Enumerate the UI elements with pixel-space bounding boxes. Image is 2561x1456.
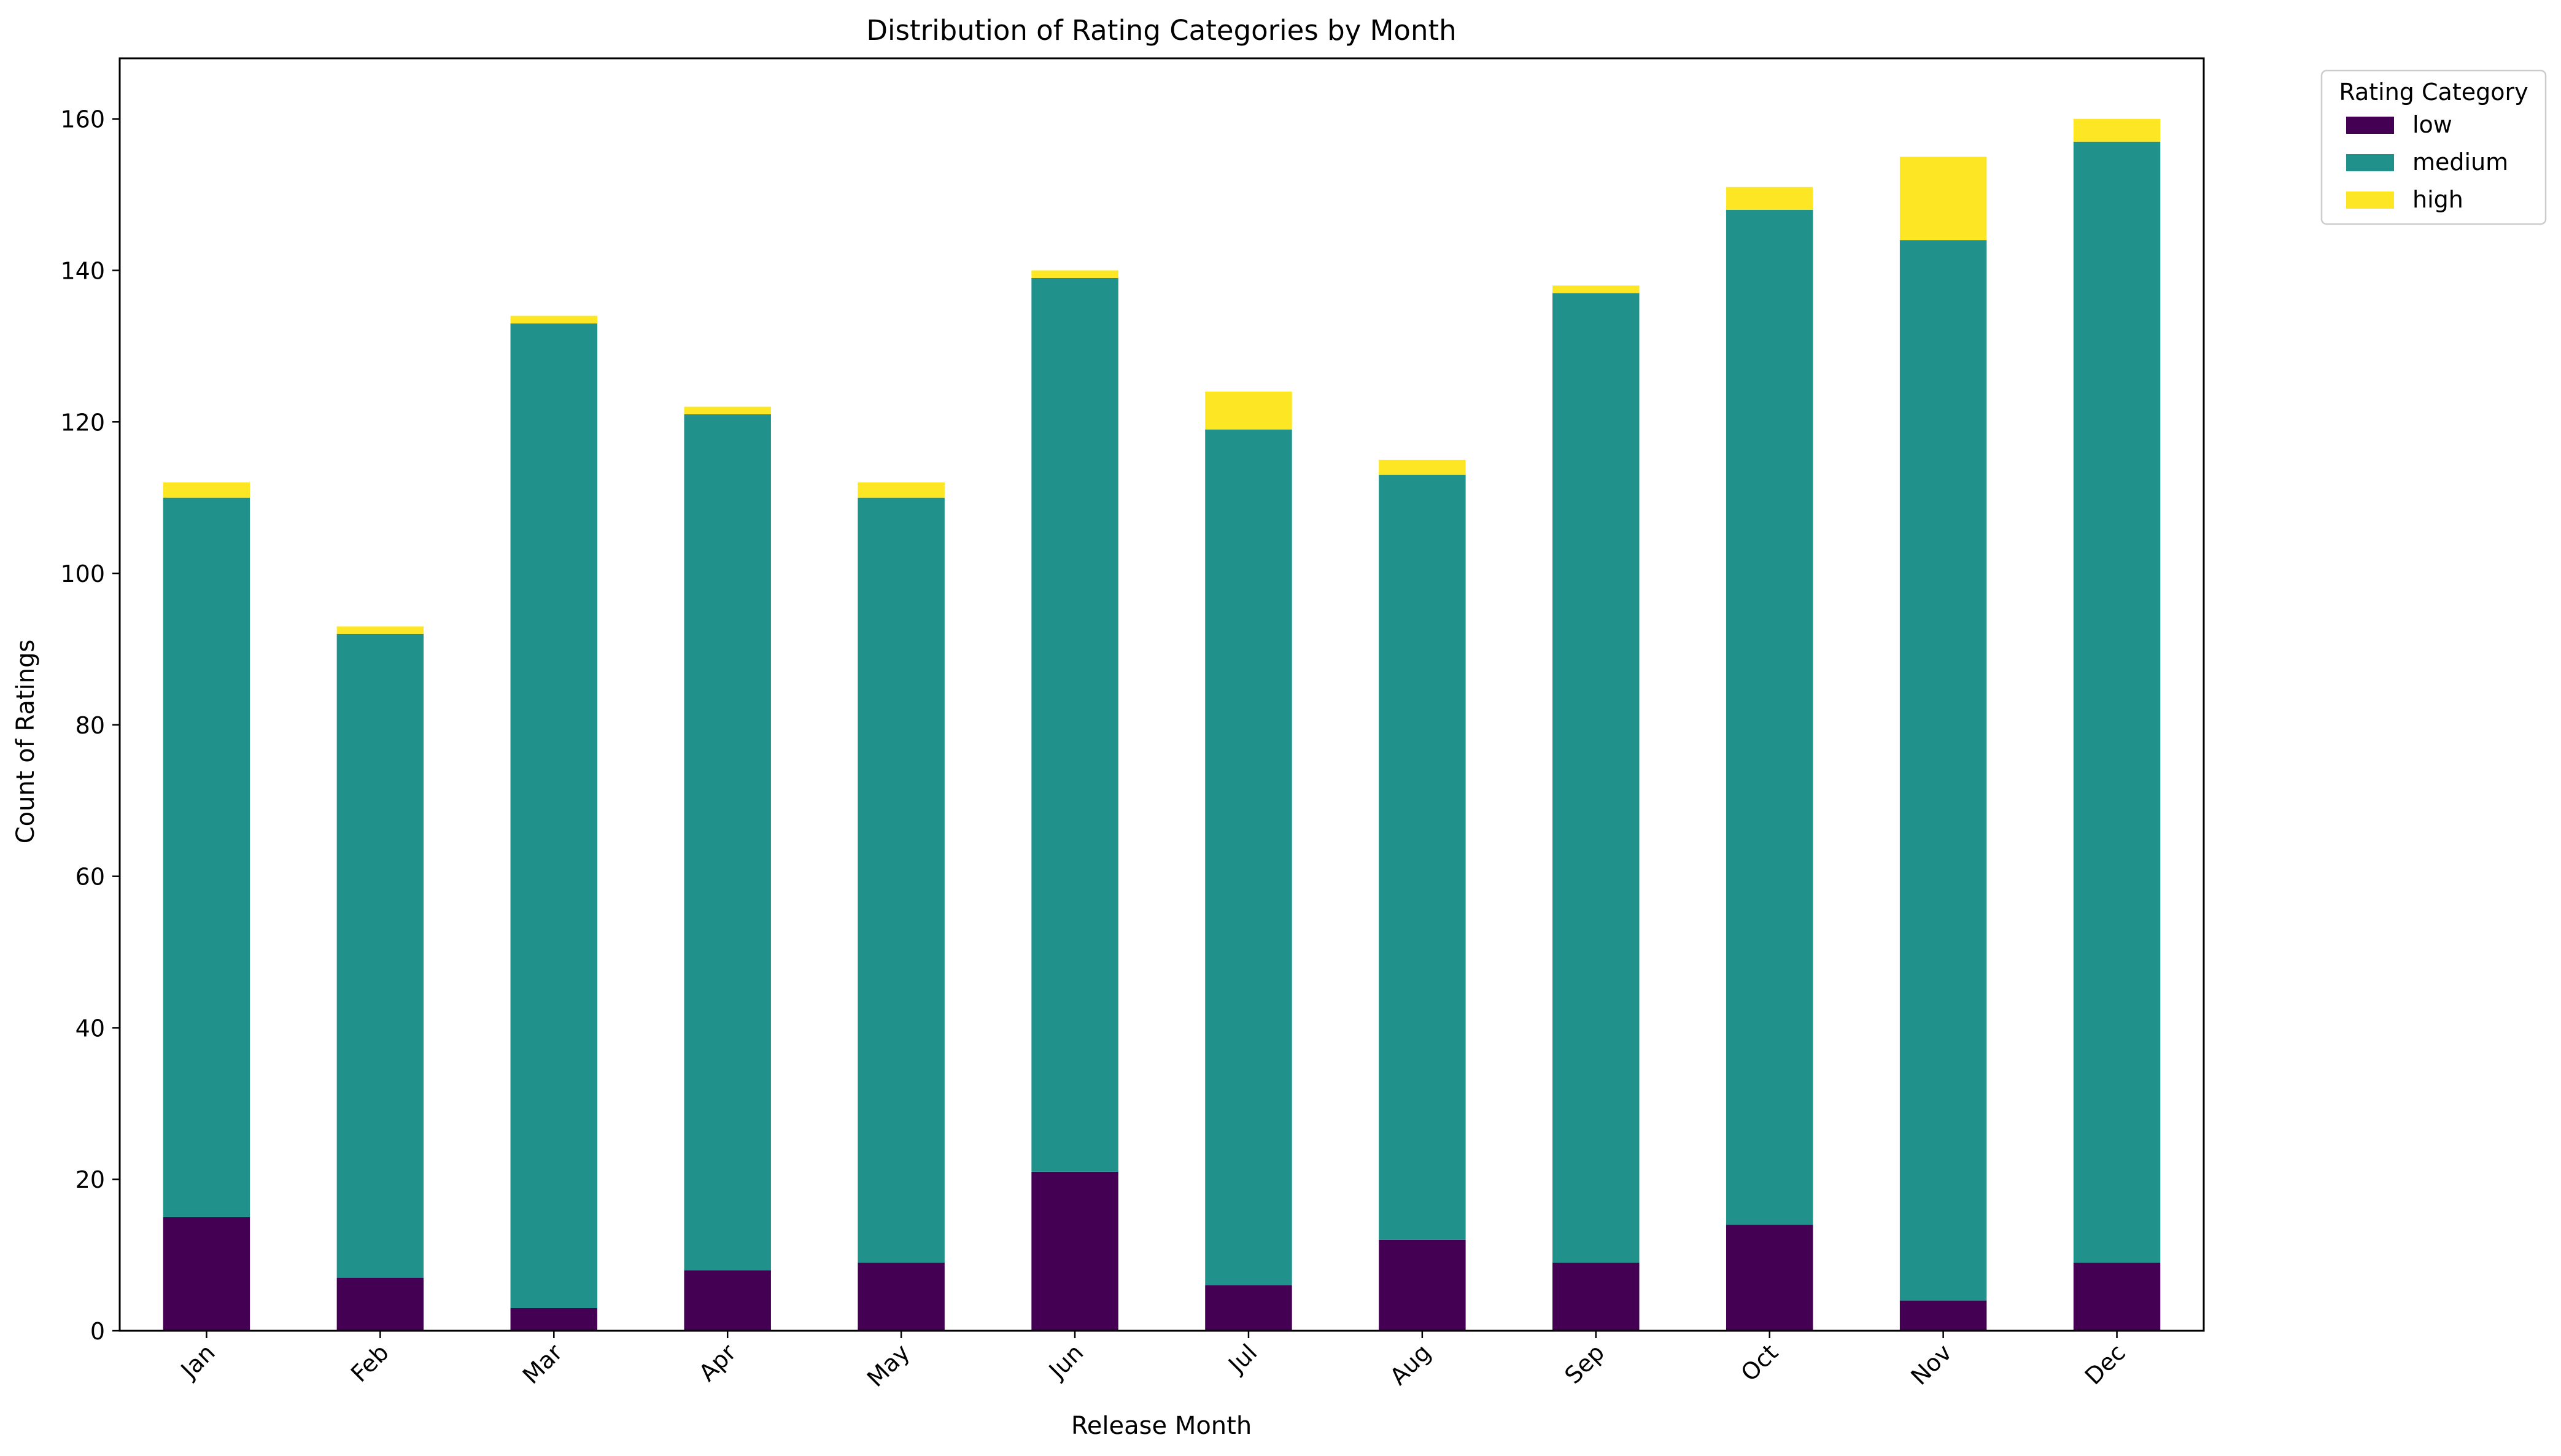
bar-medium-sep (1552, 293, 1640, 1263)
y-tick-label: 160 (60, 106, 105, 133)
bar-high-mar (510, 316, 598, 323)
legend: Rating Category low medium high (2320, 69, 2547, 225)
y-tick-label: 80 (76, 712, 105, 739)
bar-medium-jul (1205, 429, 1292, 1285)
y-tick-label: 60 (76, 864, 105, 891)
legend-title: Rating Category (2339, 79, 2528, 106)
bar-medium-dec (2073, 141, 2161, 1263)
bar-medium-feb (336, 633, 424, 1278)
x-tick-label-may: May (862, 1339, 915, 1392)
x-tick-label-feb: Feb (346, 1339, 394, 1387)
legend-label-medium: medium (2412, 149, 2508, 176)
x-tick-label-dec: Dec (2080, 1339, 2131, 1390)
legend-swatch-low (2346, 117, 2394, 134)
bar-low-sep (1552, 1262, 1640, 1331)
bar-low-jun (1031, 1171, 1118, 1331)
bar-medium-oct (1726, 209, 1813, 1225)
bar-medium-jun (1031, 277, 1118, 1172)
plot-frame (118, 57, 2205, 1332)
bar-high-nov (1899, 157, 1987, 241)
bar-low-aug (1379, 1239, 1466, 1331)
x-tick-label-jun: Jun (1043, 1339, 1089, 1385)
x-tick-label-jan: Jan (175, 1339, 220, 1384)
bar-high-aug (1379, 459, 1466, 475)
chart-title: Distribution of Rating Categories by Mon… (866, 14, 1456, 47)
bar-high-jun (1031, 270, 1118, 278)
bar-low-dec (2073, 1262, 2161, 1331)
x-tick-label-aug: Aug (1385, 1339, 1436, 1390)
legend-label-high: high (2412, 186, 2463, 213)
bar-high-may (858, 482, 945, 498)
y-axis-label: Count of Ratings (12, 640, 40, 844)
bar-medium-apr (684, 414, 771, 1271)
bar-high-jul (1205, 391, 1292, 430)
x-tick-label-jul: Jul (1222, 1339, 1262, 1379)
x-tick-label-apr: Apr (694, 1339, 742, 1387)
y-tick-label: 40 (76, 1015, 105, 1042)
y-tick-label: 20 (76, 1166, 105, 1193)
bar-medium-nov (1899, 240, 1987, 1301)
bar-high-dec (2073, 118, 2161, 142)
bar-high-feb (336, 626, 424, 634)
x-tick-label-sep: Sep (1559, 1339, 1610, 1389)
legend-swatch-medium (2346, 154, 2394, 171)
x-tick-label-oct: Oct (1736, 1339, 1784, 1387)
x-tick-label-mar: Mar (517, 1339, 568, 1389)
y-tick-label: 140 (60, 258, 105, 285)
x-axis-label: Release Month (1071, 1412, 1252, 1440)
bar-low-oct (1726, 1225, 1813, 1331)
bar-low-feb (336, 1277, 424, 1331)
bar-high-apr (684, 406, 771, 414)
y-tick-label: 120 (60, 409, 105, 436)
bar-medium-aug (1379, 474, 1466, 1240)
legend-box (2320, 69, 2547, 225)
y-tick-label: 100 (60, 560, 105, 587)
x-tick-label-nov: Nov (1905, 1339, 1957, 1390)
bar-low-may (858, 1262, 945, 1331)
bar-low-nov (1899, 1300, 1987, 1331)
y-tick-label: 0 (90, 1318, 105, 1345)
bar-medium-may (858, 497, 945, 1263)
bar-medium-mar (510, 323, 598, 1308)
bar-low-mar (510, 1307, 598, 1331)
bars-layer (163, 118, 2161, 1331)
bar-high-oct (1726, 187, 1813, 210)
legend-swatch-high (2346, 192, 2394, 209)
bar-medium-jan (163, 497, 250, 1217)
bar-high-jan (163, 482, 250, 498)
bar-high-sep (1552, 285, 1640, 293)
bar-low-apr (684, 1270, 771, 1331)
legend-label-low: low (2412, 111, 2452, 138)
bar-low-jan (163, 1217, 250, 1331)
bar-low-jul (1205, 1285, 1292, 1331)
